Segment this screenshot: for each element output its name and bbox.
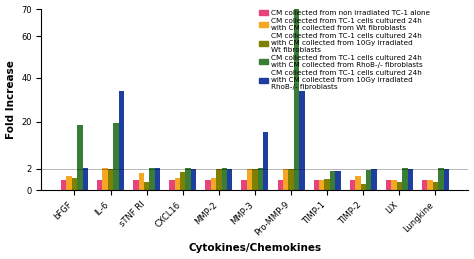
Y-axis label: Fold Increase: Fold Increase bbox=[6, 60, 16, 139]
Bar bbox=[82, 168, 88, 190]
Bar bbox=[391, 179, 397, 190]
Bar bbox=[325, 179, 330, 190]
Bar bbox=[97, 179, 102, 190]
Bar bbox=[66, 176, 72, 190]
Legend: CM collected from non irradiated TC-1 alone, CM collected from TC-1 cells cultur: CM collected from non irradiated TC-1 al… bbox=[258, 9, 430, 91]
Bar bbox=[314, 179, 319, 190]
Bar bbox=[138, 173, 144, 190]
Bar bbox=[288, 169, 294, 190]
Bar bbox=[241, 179, 247, 190]
Bar bbox=[191, 169, 196, 190]
Bar bbox=[180, 172, 185, 190]
Bar bbox=[144, 182, 149, 190]
Bar bbox=[283, 169, 288, 190]
Bar bbox=[169, 179, 174, 190]
Bar bbox=[227, 169, 232, 190]
Bar bbox=[113, 123, 118, 190]
Bar bbox=[247, 169, 252, 190]
Bar bbox=[330, 171, 335, 190]
Bar bbox=[294, 9, 299, 190]
Bar bbox=[277, 179, 283, 190]
Bar bbox=[366, 170, 372, 190]
Bar bbox=[263, 132, 268, 190]
Bar bbox=[386, 179, 391, 190]
Bar bbox=[221, 168, 227, 190]
Bar bbox=[408, 169, 413, 190]
Bar bbox=[355, 176, 361, 190]
Bar bbox=[350, 179, 355, 190]
Bar bbox=[422, 179, 428, 190]
Bar bbox=[118, 91, 124, 190]
Bar bbox=[102, 168, 108, 190]
Bar bbox=[133, 179, 138, 190]
Bar bbox=[438, 168, 444, 190]
Bar bbox=[174, 178, 180, 190]
Bar bbox=[299, 91, 305, 190]
Bar bbox=[185, 168, 191, 190]
X-axis label: Cytokines/Chemokines: Cytokines/Chemokines bbox=[188, 243, 321, 254]
Bar bbox=[372, 169, 377, 190]
Bar bbox=[72, 178, 77, 190]
Bar bbox=[216, 169, 221, 190]
Bar bbox=[149, 168, 155, 190]
Bar bbox=[155, 168, 160, 190]
Bar bbox=[252, 169, 258, 190]
Bar bbox=[319, 179, 325, 190]
Bar bbox=[444, 169, 449, 190]
Bar bbox=[433, 182, 438, 190]
Bar bbox=[211, 178, 216, 190]
Bar bbox=[77, 125, 82, 190]
Bar bbox=[402, 168, 408, 190]
Bar bbox=[108, 169, 113, 190]
Bar bbox=[361, 184, 366, 190]
Bar bbox=[397, 182, 402, 190]
Bar bbox=[205, 179, 211, 190]
Bar bbox=[335, 171, 341, 190]
Bar bbox=[258, 168, 263, 190]
Bar bbox=[61, 179, 66, 190]
Bar bbox=[428, 179, 433, 190]
